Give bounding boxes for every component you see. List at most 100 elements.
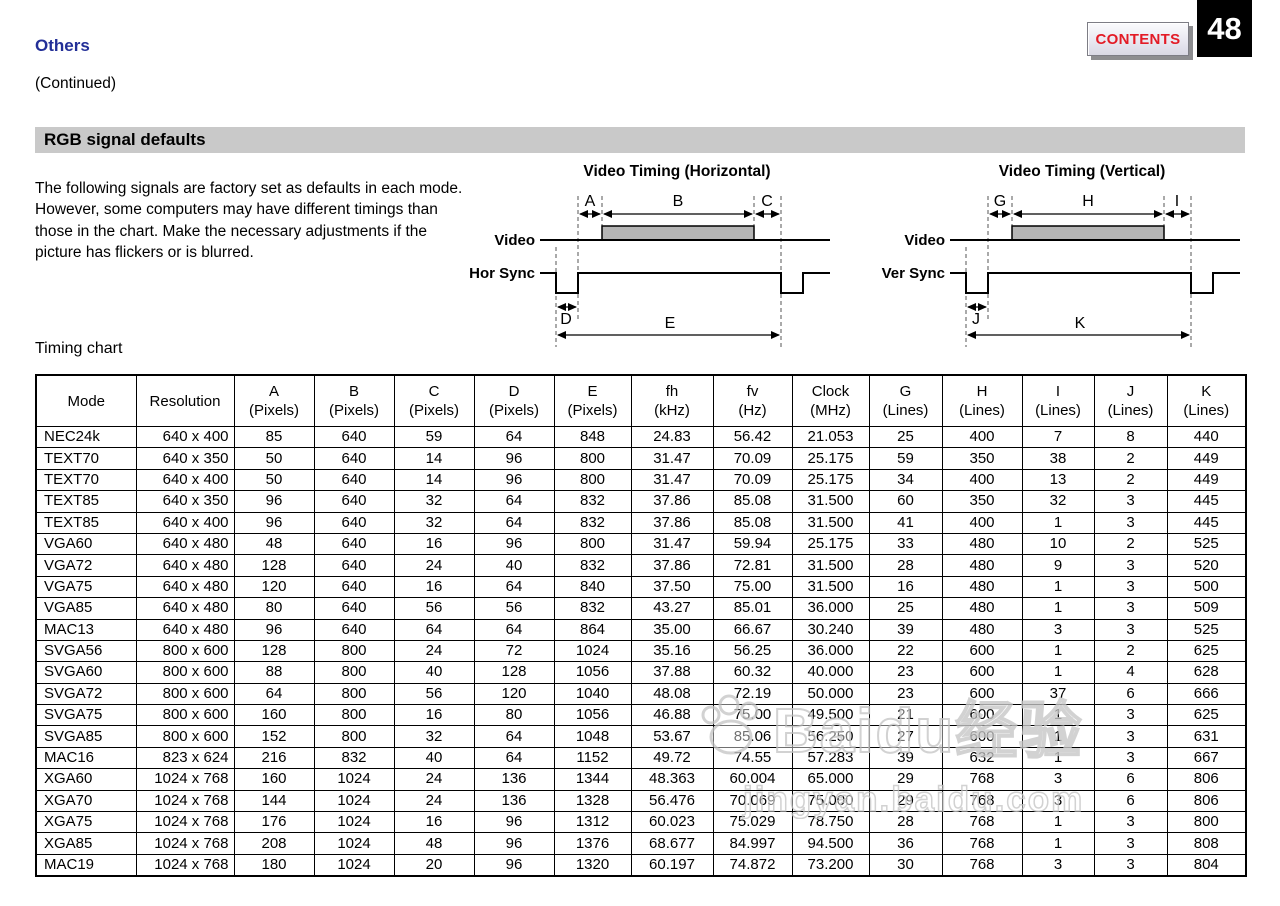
table-row: SVGA56 800 x 600 128 800 24 72 1024 35.16 56.25 3… (35, 639, 1247, 663)
value-cell: 2 (1093, 639, 1168, 663)
value-cell: 800 (313, 661, 395, 684)
value-cell: 160 (233, 768, 315, 791)
value-cell: 6 (1093, 682, 1168, 706)
value-cell: 25 (868, 597, 943, 620)
table-row: XGA75 1024 x 768 176 1024 16 96 1312 60.023 75.0… (35, 811, 1247, 834)
value-cell: 29 (868, 789, 943, 813)
value-cell: 56 (393, 597, 475, 620)
value-cell: 3 (1093, 746, 1168, 770)
value-cell: 96 (473, 811, 555, 834)
value-cell: 640 (313, 597, 395, 620)
value-cell: 1344 (553, 768, 632, 791)
column-header: A (Pixels) (233, 374, 315, 427)
value-cell: 85.08 (712, 511, 793, 534)
value-cell: 600 (941, 704, 1023, 727)
value-cell: 525 (1166, 532, 1247, 556)
column-header: G (Lines) (868, 374, 943, 427)
video-signal-label: Video (904, 232, 945, 249)
value-cell: 65.000 (791, 768, 870, 791)
resolution-cell: 640 x 400 (135, 468, 235, 492)
timing-chart-label: Timing chart (35, 340, 123, 357)
timing-table: Mode Resolution A (Pixels) B (Pixels) C (Pixels… (35, 374, 1247, 878)
value-cell: 136 (473, 768, 555, 791)
value-cell: 1024 (313, 832, 395, 855)
value-cell: 3 (1021, 789, 1095, 813)
value-cell: 800 (553, 468, 632, 492)
label-I: I (1175, 193, 1179, 210)
value-cell: 43.27 (630, 597, 714, 620)
label-J: J (972, 311, 980, 328)
column-header: J (Lines) (1093, 374, 1168, 427)
value-cell: 1 (1021, 811, 1095, 834)
mode-cell: MAC16 (35, 746, 137, 770)
resolution-cell: 640 x 480 (135, 618, 235, 641)
value-cell: 21.053 (791, 425, 870, 449)
value-cell: 160 (233, 704, 315, 727)
value-cell: 28 (868, 811, 943, 834)
value-cell: 600 (941, 725, 1023, 748)
value-cell: 1320 (553, 853, 632, 877)
video-timing-vertical-diagram: Video Timing (Vertical) G H I Video Ver … (882, 163, 1240, 347)
value-cell: 68.677 (630, 832, 714, 855)
value-cell: 350 (941, 490, 1023, 513)
value-cell: 73.200 (791, 853, 870, 877)
mode-cell: XGA60 (35, 768, 137, 791)
value-cell: 449 (1166, 447, 1247, 470)
value-cell: 628 (1166, 661, 1247, 684)
resolution-cell: 640 x 480 (135, 575, 235, 599)
value-cell: 35.16 (630, 639, 714, 663)
value-cell: 30 (868, 853, 943, 877)
value-cell: 800 (553, 447, 632, 470)
value-cell: 1328 (553, 789, 632, 813)
value-cell: 16 (393, 704, 475, 727)
mode-cell: VGA85 (35, 597, 137, 620)
table-row: TEXT70 640 x 400 50 640 14 96 800 31.47 70.09 25.… (35, 468, 1247, 492)
value-cell: 35.00 (630, 618, 714, 641)
value-cell: 216 (233, 746, 315, 770)
value-cell: 640 (313, 447, 395, 470)
value-cell: 1 (1021, 597, 1095, 620)
value-cell: 60.197 (630, 853, 714, 877)
value-cell: 180 (233, 853, 315, 877)
value-cell: 1376 (553, 832, 632, 855)
value-cell: 848 (553, 425, 632, 449)
value-cell: 75.00 (712, 704, 793, 727)
value-cell: 85.06 (712, 725, 793, 748)
resolution-cell: 800 x 600 (135, 639, 235, 663)
value-cell: 768 (941, 853, 1023, 877)
value-cell: 40 (473, 554, 555, 577)
value-cell: 14 (393, 468, 475, 492)
value-cell: 60.004 (712, 768, 793, 791)
column-header: Clock (MHz) (791, 374, 870, 427)
value-cell: 31.500 (791, 554, 870, 577)
value-cell: 96 (233, 511, 315, 534)
value-cell: 800 (553, 532, 632, 556)
value-cell: 22 (868, 639, 943, 663)
value-cell: 48 (233, 532, 315, 556)
column-header: K (Lines) (1166, 374, 1247, 427)
label-E: E (665, 315, 676, 332)
value-cell: 24 (393, 639, 475, 663)
video-timing-horizontal-diagram: Video Timing (Horizontal) A B C Video Ho… (469, 163, 830, 347)
value-cell: 808 (1166, 832, 1247, 855)
resolution-cell: 1024 x 768 (135, 789, 235, 813)
value-cell: 500 (1166, 575, 1247, 599)
value-cell: 3 (1093, 511, 1168, 534)
label-D: D (560, 311, 572, 328)
table-row: MAC19 1024 x 768 180 1024 20 96 1320 60.197 74.8… (35, 853, 1247, 877)
continued-label: (Continued) (35, 75, 116, 92)
value-cell: 480 (941, 575, 1023, 599)
value-cell: 640 (313, 618, 395, 641)
value-cell: 49.500 (791, 704, 870, 727)
value-cell: 3 (1021, 618, 1095, 641)
table-row: XGA70 1024 x 768 144 1024 24 136 1328 56.476 70.… (35, 789, 1247, 813)
resolution-cell: 800 x 600 (135, 704, 235, 727)
value-cell: 806 (1166, 768, 1247, 791)
contents-button[interactable]: CONTENTS (1087, 22, 1189, 56)
value-cell: 8 (1093, 425, 1168, 449)
table-row: TEXT85 640 x 400 96 640 32 64 832 37.86 85.08 31.… (35, 511, 1247, 534)
value-cell: 56.42 (712, 425, 793, 449)
value-cell: 1048 (553, 725, 632, 748)
value-cell: 9 (1021, 554, 1095, 577)
value-cell: 25.175 (791, 447, 870, 470)
